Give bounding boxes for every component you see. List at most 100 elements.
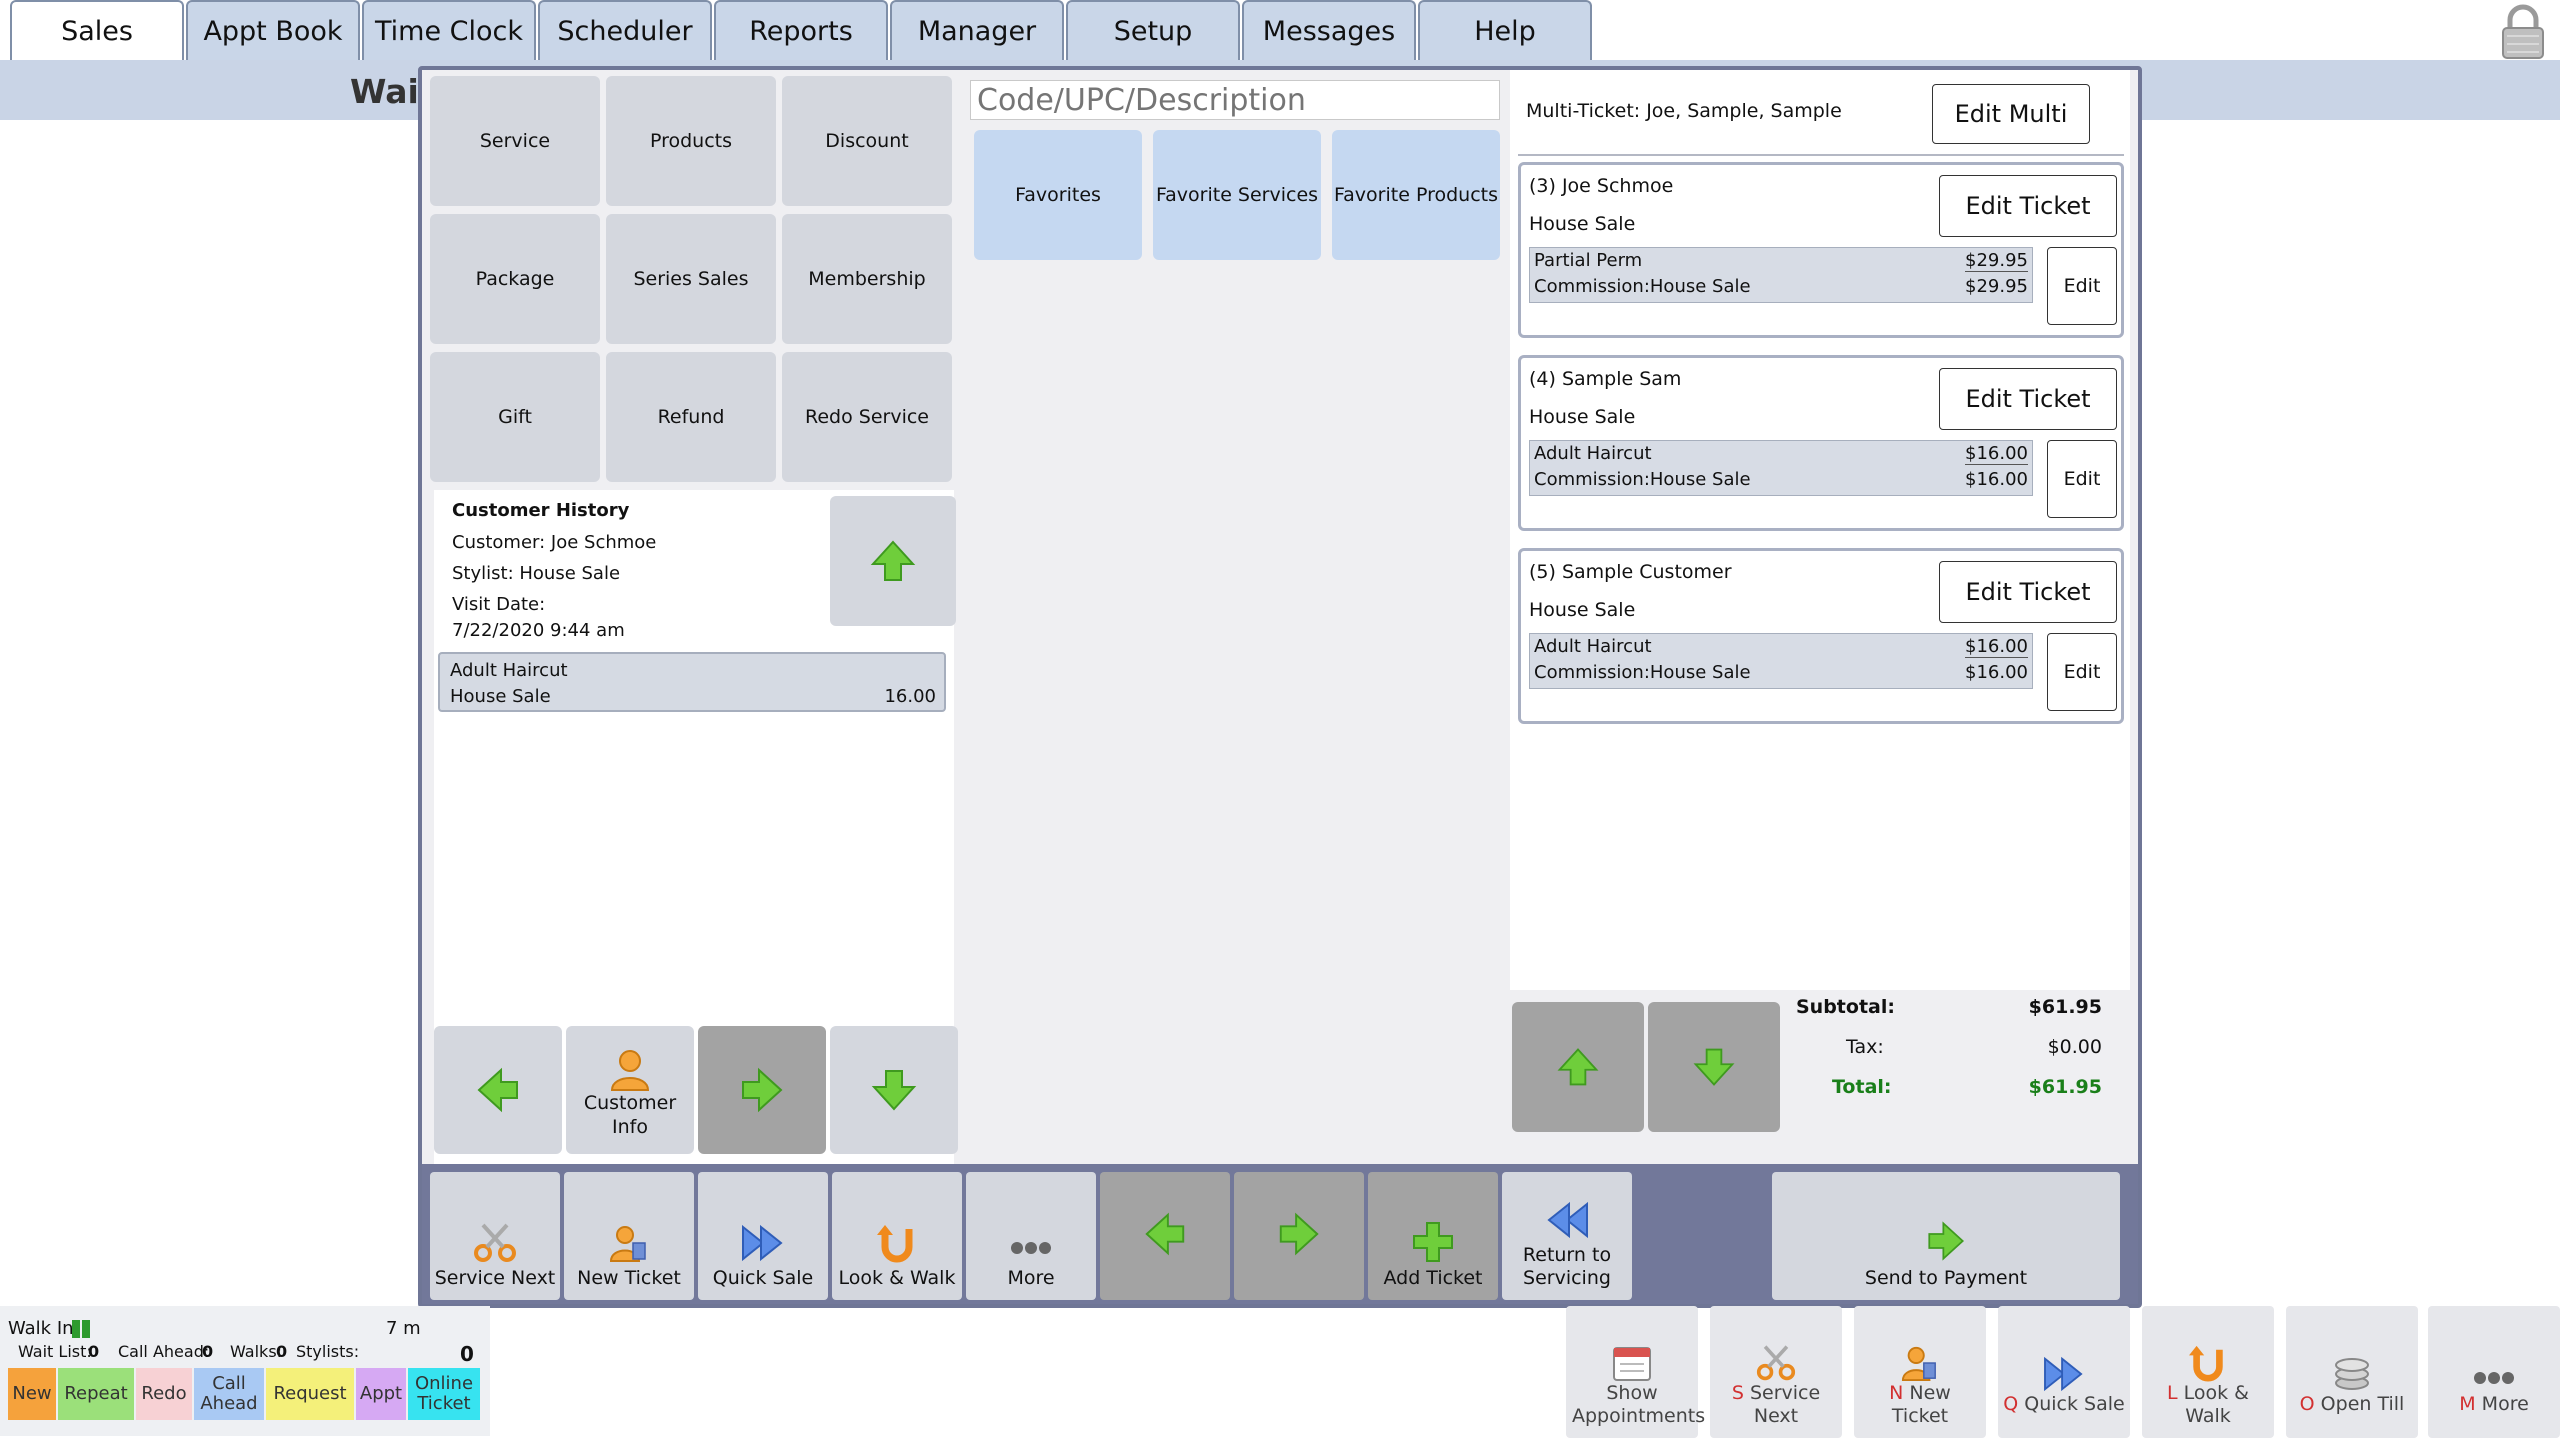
service-next-button[interactable]: Service Next xyxy=(430,1172,560,1300)
history-line-item[interactable]: Adult Haircut House Sale 16.00 xyxy=(438,652,946,712)
open-till-button[interactable]: O Open Till xyxy=(2286,1306,2418,1438)
add-ticket-button[interactable]: Add Ticket xyxy=(1368,1172,1498,1300)
ticket-name: (3) Joe Schmoe xyxy=(1529,175,1674,197)
stylists-label: Stylists: xyxy=(296,1342,360,1361)
stylists-count: 0 xyxy=(460,1342,474,1366)
history-item-name: Adult Haircut xyxy=(450,660,568,681)
calendar-icon xyxy=(1613,1347,1651,1382)
tab-reports[interactable]: Reports xyxy=(714,0,888,60)
rewind-icon xyxy=(1547,1202,1588,1239)
favorite-services-button[interactable]: Favorite Services xyxy=(1153,130,1321,260)
quick-sale-button[interactable]: Quick Sale xyxy=(698,1172,828,1300)
edit-ticket-button[interactable]: Edit Ticket xyxy=(1939,175,2117,237)
chip-repeat[interactable]: Repeat xyxy=(58,1368,134,1420)
show-appointments-button[interactable]: Show Appointments xyxy=(1566,1306,1705,1438)
history-next-button[interactable] xyxy=(698,1026,826,1154)
new-ticket-icon xyxy=(609,1226,646,1263)
new-ticket-button[interactable]: New Ticket xyxy=(564,1172,694,1300)
customer-info-button[interactable]: Customer Info xyxy=(566,1026,694,1154)
line-item-price: $29.95 xyxy=(1965,250,2028,272)
arrow-down-icon xyxy=(871,1070,917,1111)
ticket-sale: House Sale xyxy=(1529,599,1636,621)
tab-setup[interactable]: Setup xyxy=(1066,0,1240,60)
chip-request[interactable]: Request xyxy=(266,1368,354,1420)
call-ahead-label: Call Ahead: xyxy=(118,1342,210,1361)
more-button[interactable]: More xyxy=(966,1172,1096,1300)
gift-button[interactable]: Gift xyxy=(430,352,600,482)
service-button[interactable]: Service xyxy=(430,76,600,206)
return-to-servicing-label: Return to Servicing xyxy=(1522,1244,1612,1290)
line-item-name: Adult Haircut xyxy=(1534,636,1652,657)
package-button[interactable]: Package xyxy=(430,214,600,344)
service-next-shortcut-button[interactable]: S Service Next xyxy=(1710,1306,1842,1438)
return-to-servicing-button[interactable]: Return to Servicing xyxy=(1502,1172,1632,1300)
tab-help[interactable]: Help xyxy=(1418,0,1592,60)
more-dots-icon xyxy=(2474,1372,2514,1385)
send-to-payment-button[interactable]: Send to Payment xyxy=(1772,1172,2120,1300)
call-ahead-count: 0 xyxy=(202,1342,214,1361)
chip-redo[interactable]: Redo xyxy=(136,1368,192,1420)
history-up-button[interactable] xyxy=(830,496,956,626)
edit-line-button[interactable]: Edit xyxy=(2047,440,2117,518)
look-walk-button[interactable]: Look & Walk xyxy=(832,1172,962,1300)
quick-sale-shortcut-label: Quick Sale xyxy=(2024,1393,2125,1416)
code-search-input[interactable] xyxy=(970,80,1500,120)
ticket-line-item[interactable]: Partial Perm $29.95 Commission:House Sal… xyxy=(1529,247,2033,303)
shortcut-key: L xyxy=(2167,1382,2178,1405)
more-shortcut-button[interactable]: M More xyxy=(2428,1306,2560,1438)
arrow-right-icon xyxy=(1928,1221,1965,1261)
tab-appt-book[interactable]: Appt Book xyxy=(186,0,360,60)
new-ticket-shortcut-label: New Ticket xyxy=(1891,1382,1951,1428)
membership-button[interactable]: Membership xyxy=(782,214,952,344)
ticket-prev-button[interactable] xyxy=(1100,1172,1230,1300)
arrow-left-icon xyxy=(477,1067,518,1113)
series-sales-button[interactable]: Series Sales xyxy=(606,214,776,344)
chip-appt[interactable]: Appt xyxy=(356,1368,406,1420)
new-ticket-shortcut-button[interactable]: N New Ticket xyxy=(1854,1306,1986,1438)
edit-multi-button[interactable]: Edit Multi xyxy=(1932,84,2090,144)
favorite-products-button[interactable]: Favorite Products xyxy=(1332,130,1500,260)
chip-call-ahead[interactable]: Call Ahead xyxy=(194,1368,264,1420)
lock-icon[interactable] xyxy=(2498,4,2548,60)
favorites-button[interactable]: Favorites xyxy=(974,130,1142,260)
ticket-scroll-up-button[interactable] xyxy=(1512,1002,1644,1132)
ticket-name: (5) Sample Customer xyxy=(1529,561,1732,583)
products-button[interactable]: Products xyxy=(606,76,776,206)
tab-manager[interactable]: Manager xyxy=(890,0,1064,60)
refund-button[interactable]: Refund xyxy=(606,352,776,482)
total-value: $61.95 xyxy=(2028,1076,2102,1098)
chip-new[interactable]: New xyxy=(8,1368,56,1420)
ticket-next-button[interactable] xyxy=(1234,1172,1364,1300)
arrow-right-icon xyxy=(742,1067,783,1113)
redo-service-button[interactable]: Redo Service xyxy=(782,352,952,482)
tab-messages[interactable]: Messages xyxy=(1242,0,1416,60)
line-item-name: Adult Haircut xyxy=(1534,443,1652,464)
history-prev-button[interactable] xyxy=(434,1026,562,1154)
history-stylist: Stylist: House Sale xyxy=(452,563,621,584)
tab-sales[interactable]: Sales xyxy=(10,0,184,60)
look-walk-shortcut-button[interactable]: L Look & Walk xyxy=(2142,1306,2274,1438)
look-walk-shortcut-label: Look & Walk xyxy=(2183,1382,2249,1428)
edit-line-button[interactable]: Edit xyxy=(2047,247,2117,325)
discount-button[interactable]: Discount xyxy=(782,76,952,206)
quick-sale-shortcut-button[interactable]: Q Quick Sale xyxy=(1998,1306,2130,1438)
divider xyxy=(1518,154,2124,156)
edit-ticket-button[interactable]: Edit Ticket xyxy=(1939,368,2117,430)
ticket-line-item[interactable]: Adult Haircut $16.00 Commission:House Sa… xyxy=(1529,440,2033,496)
walks-count: 0 xyxy=(276,1342,288,1361)
ticket-line-item[interactable]: Adult Haircut $16.00 Commission:House Sa… xyxy=(1529,633,2033,689)
new-ticket-label: New Ticket xyxy=(577,1267,681,1290)
tax-value: $0.00 xyxy=(2047,1036,2102,1058)
wait-list-label: Wait List: xyxy=(18,1342,92,1361)
edit-line-button[interactable]: Edit xyxy=(2047,633,2117,711)
ticket-scroll-down-button[interactable] xyxy=(1648,1002,1780,1132)
shortcut-key: M xyxy=(2459,1393,2476,1416)
tab-time-clock[interactable]: Time Clock xyxy=(362,0,536,60)
tab-scheduler[interactable]: Scheduler xyxy=(538,0,712,60)
arrow-down-icon xyxy=(1693,1048,1735,1086)
shortcut-key: N xyxy=(1889,1382,1904,1405)
history-down-button[interactable] xyxy=(830,1026,958,1154)
person-icon xyxy=(610,1050,650,1092)
chip-online-ticket[interactable]: Online Ticket xyxy=(408,1368,480,1420)
edit-ticket-button[interactable]: Edit Ticket xyxy=(1939,561,2117,623)
